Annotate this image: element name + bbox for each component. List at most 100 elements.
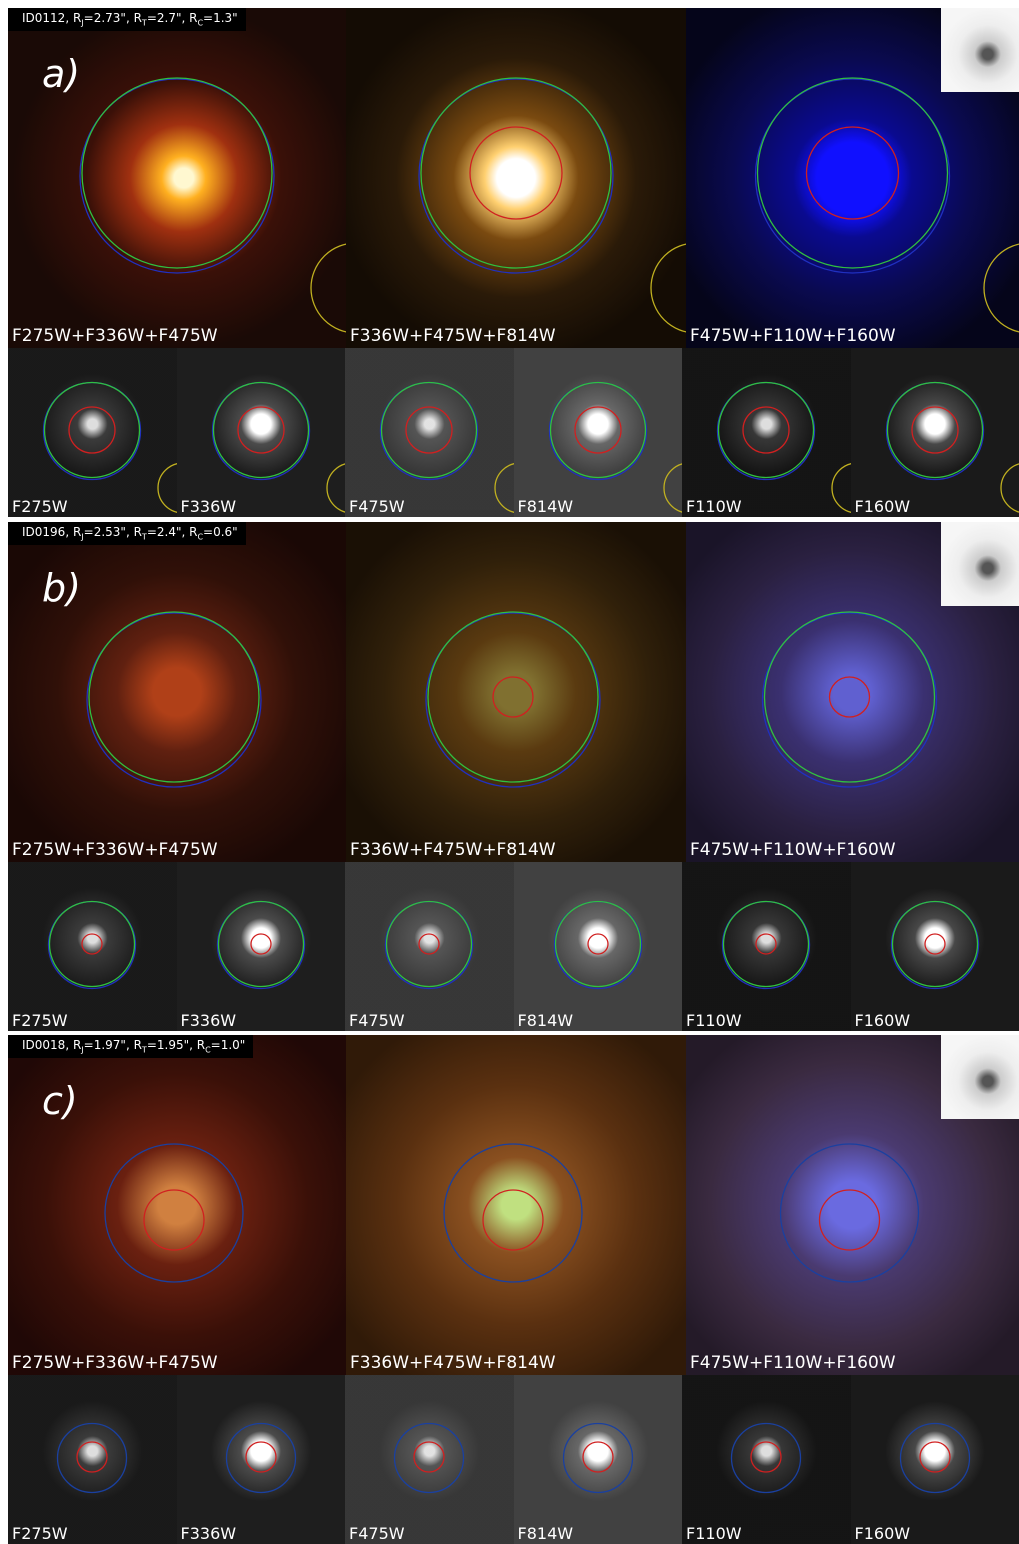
aperture	[238, 407, 284, 453]
aperture	[820, 1190, 880, 1250]
aperture	[563, 1424, 632, 1493]
apertures	[514, 862, 683, 1031]
filter-label: F336W	[181, 497, 237, 516]
aperture	[311, 243, 346, 333]
aperture	[45, 383, 140, 478]
filter-panel: F336W	[177, 348, 346, 517]
filter-panel: F275W	[8, 348, 177, 517]
aperture	[87, 613, 261, 787]
apertures	[345, 348, 514, 517]
aperture	[218, 902, 303, 987]
aperture	[226, 1424, 295, 1493]
aperture	[470, 127, 562, 219]
caption-part: =2.4", R	[147, 525, 198, 539]
filter-panel: F475W	[345, 348, 514, 517]
aperture	[765, 612, 935, 782]
composite-panel: F475W+F110W+F160W	[686, 8, 1019, 348]
aperture	[82, 934, 102, 954]
composite-panel: F475W+F110W+F160W	[686, 1035, 1019, 1375]
filter-label: F275W	[12, 1011, 68, 1030]
caption-part: =1.95", R	[147, 1038, 205, 1052]
aperture	[724, 902, 809, 987]
filter-label: F275W	[12, 1524, 68, 1543]
composite-panel: F336W+F475W+F814W	[346, 1035, 686, 1375]
caption-part: =1.97", R	[84, 1038, 142, 1052]
caption-part: ID0018, R	[22, 1038, 81, 1052]
caption-part: =2.53", R	[84, 525, 142, 539]
filter-label: F110W	[686, 1011, 742, 1030]
panel-letter: b)	[42, 566, 81, 610]
filter-panel: F336W	[177, 862, 346, 1031]
apertures	[346, 8, 686, 348]
aperture	[583, 1442, 613, 1472]
apertures	[346, 522, 686, 862]
aperture	[719, 383, 814, 478]
aperture	[144, 1190, 204, 1250]
aperture	[426, 613, 600, 787]
aperture	[763, 613, 937, 787]
filter-panel: F814W	[514, 862, 683, 1031]
caption-part: =1.0"	[211, 1038, 246, 1052]
filter-panel: F814W	[514, 348, 683, 517]
aperture	[925, 934, 945, 954]
composite-label: F475W+F110W+F160W	[690, 840, 896, 860]
apertures	[682, 862, 851, 1031]
composite-panel: F336W+F475W+F814W	[346, 522, 686, 862]
galaxy-inset	[941, 1035, 1019, 1119]
composite-label: F475W+F110W+F160W	[690, 1353, 896, 1373]
aperture	[555, 902, 640, 987]
filter-label: F475W	[349, 497, 405, 516]
aperture	[419, 934, 439, 954]
aperture	[830, 677, 870, 717]
aperture	[414, 1442, 444, 1472]
galaxy-inset	[941, 522, 1019, 606]
aperture	[743, 407, 789, 453]
apertures	[8, 348, 177, 517]
apertures	[8, 1375, 177, 1544]
filter-label: F814W	[518, 1524, 574, 1543]
aperture	[758, 78, 948, 268]
filter-panel: F475W	[345, 1375, 514, 1544]
filter-label: F160W	[855, 1011, 911, 1030]
aperture	[246, 1442, 276, 1472]
apertures	[177, 1375, 346, 1544]
caption-part: ID0112, R	[22, 11, 81, 25]
aperture	[756, 934, 776, 954]
composite-label: F336W+F475W+F814W	[350, 326, 556, 346]
cluster-caption: ID0196, RJ=2.53", RT=2.4", RC=0.6"	[8, 522, 246, 545]
aperture	[651, 243, 686, 333]
aperture	[575, 407, 621, 453]
aperture	[892, 902, 977, 987]
apertures	[177, 862, 346, 1031]
filter-panel: F275W	[8, 862, 177, 1031]
aperture	[158, 463, 177, 513]
composite-label: F336W+F475W+F814W	[350, 1353, 556, 1373]
aperture	[105, 1144, 243, 1282]
filter-label: F110W	[686, 497, 742, 516]
apertures	[514, 348, 683, 517]
filter-label: F336W	[181, 1011, 237, 1030]
apertures	[345, 862, 514, 1031]
aperture	[751, 1442, 781, 1472]
aperture	[832, 463, 851, 513]
aperture	[58, 1424, 127, 1493]
filter-panel: F160W	[851, 1375, 1019, 1544]
filter-panel: F275W	[8, 1375, 177, 1544]
composite-label: F336W+F475W+F814W	[350, 840, 556, 860]
caption-part: =0.6"	[203, 525, 238, 539]
filter-panel: F475W	[345, 862, 514, 1031]
filter-panel: F110W	[682, 862, 851, 1031]
aperture	[327, 463, 346, 513]
aperture	[77, 1442, 107, 1472]
aperture	[387, 902, 472, 987]
aperture	[82, 78, 272, 268]
aperture	[493, 677, 533, 717]
apertures	[851, 862, 1019, 1031]
aperture	[807, 127, 899, 219]
aperture	[912, 407, 958, 453]
composite-label: F275W+F336W+F475W	[12, 326, 218, 346]
aperture	[406, 407, 452, 453]
aperture	[732, 1424, 801, 1493]
composite-panel: F336W+F475W+F814W	[346, 8, 686, 348]
aperture	[550, 383, 645, 478]
